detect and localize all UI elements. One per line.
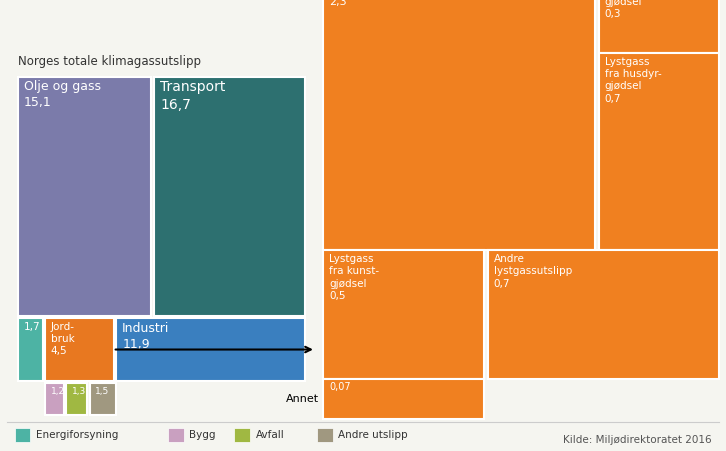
- Text: Kilde: Miljødirektoratet 2016: Kilde: Miljødirektoratet 2016: [563, 435, 711, 445]
- Text: Lystgass
fra kunst-
gjødsel
0,5: Lystgass fra kunst- gjødsel 0,5: [329, 254, 379, 301]
- Bar: [317, 428, 333, 442]
- Text: 0,07: 0,07: [329, 382, 351, 392]
- Bar: [155, 77, 305, 316]
- Bar: [323, 250, 484, 379]
- Bar: [234, 428, 250, 442]
- Text: Jord-
bruk
4,5: Jord- bruk 4,5: [51, 322, 75, 356]
- Text: 1,7: 1,7: [24, 322, 41, 331]
- Bar: [18, 318, 43, 381]
- Text: Norges totale klimagassutslipp: Norges totale klimagassutslipp: [18, 55, 201, 68]
- Bar: [323, 0, 595, 250]
- Bar: [15, 428, 30, 442]
- Text: Annet: Annet: [286, 394, 319, 404]
- Bar: [168, 428, 184, 442]
- Bar: [89, 383, 116, 415]
- Bar: [67, 383, 87, 415]
- Text: Energiforsyning: Energiforsyning: [36, 430, 118, 440]
- Text: Olje og gass
15,1: Olje og gass 15,1: [24, 80, 101, 109]
- Bar: [323, 379, 484, 419]
- Text: 1,5: 1,5: [95, 387, 110, 396]
- Text: Avfall: Avfall: [256, 430, 285, 440]
- Text: Metan fra husdyr
(fordøyelse)
2,3: Metan fra husdyr (fordøyelse) 2,3: [329, 0, 425, 7]
- Text: Bygg: Bygg: [189, 430, 216, 440]
- Text: Transport
16,7: Transport 16,7: [160, 80, 226, 111]
- Text: Andre utslipp: Andre utslipp: [338, 430, 407, 440]
- Bar: [488, 250, 719, 379]
- Bar: [599, 0, 719, 53]
- Text: Metan fra
husdyr-
gjødsel
0,3: Metan fra husdyr- gjødsel 0,3: [605, 0, 655, 19]
- Text: 1,3: 1,3: [73, 387, 86, 396]
- Text: Lystgass
fra husdyr-
gjødsel
0,7: Lystgass fra husdyr- gjødsel 0,7: [605, 57, 661, 104]
- Text: Industri
11,9: Industri 11,9: [122, 322, 170, 350]
- Text: Andre
lystgassutslipp
0,7: Andre lystgassutslipp 0,7: [494, 254, 572, 289]
- Bar: [599, 53, 719, 250]
- Bar: [18, 77, 152, 316]
- Bar: [45, 383, 65, 415]
- Text: 1,2: 1,2: [51, 387, 65, 396]
- Bar: [116, 318, 305, 381]
- Bar: [45, 318, 114, 381]
